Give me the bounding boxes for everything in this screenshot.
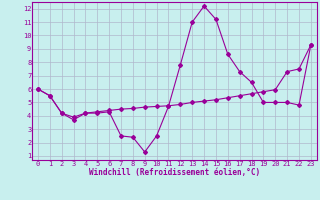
- X-axis label: Windchill (Refroidissement éolien,°C): Windchill (Refroidissement éolien,°C): [89, 168, 260, 177]
